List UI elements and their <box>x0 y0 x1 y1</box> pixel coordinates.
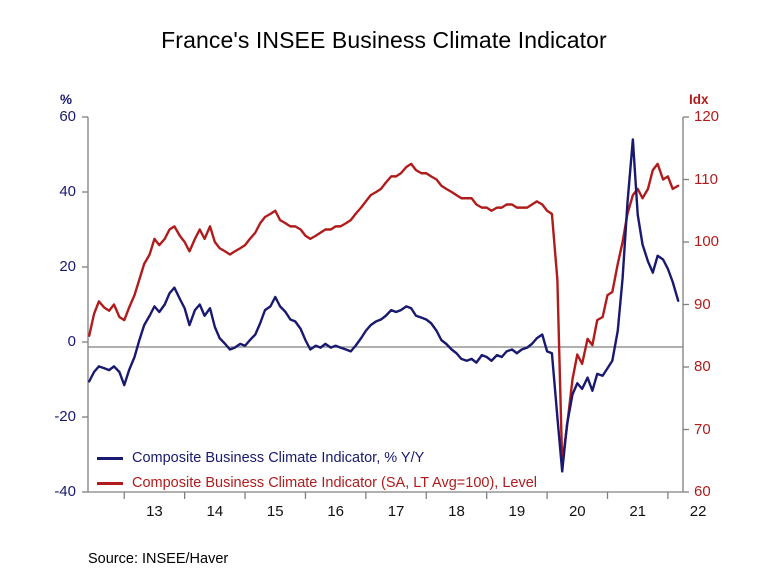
x-tick-label: 16 <box>327 503 344 520</box>
x-tick-label: 20 <box>568 503 586 520</box>
right-tick-label: 100 <box>694 233 720 250</box>
right-tick-label: 80 <box>694 358 711 375</box>
left-tick-label: 20 <box>59 258 76 275</box>
legend-item-level: Composite Business Climate Indicator (SA… <box>97 475 537 491</box>
legend-swatch-yoy <box>97 456 123 460</box>
x-tick-label: 17 <box>387 503 405 520</box>
source-note: Source: INSEE/Haver <box>88 551 229 567</box>
left-tick-label: -40 <box>54 483 76 500</box>
legend-item-yoy: Composite Business Climate Indicator, % … <box>97 450 424 466</box>
x-tick-label: 13 <box>146 503 163 520</box>
axes-group <box>87 117 684 493</box>
left-tick-label: 0 <box>67 333 76 350</box>
right-tick-label: 60 <box>694 483 711 500</box>
legend-label-level: Composite Business Climate Indicator (SA… <box>132 475 537 491</box>
left-tick-label: 60 <box>59 108 76 125</box>
left-axis-ticks <box>82 116 88 493</box>
series-line-yoy <box>88 138 680 473</box>
right-axis-unit: Idx <box>689 92 709 107</box>
x-axis-ticks <box>123 492 669 499</box>
left-axis-unit: % <box>60 92 73 107</box>
series-line-level <box>88 162 680 466</box>
right-tick-label: 120 <box>694 108 720 125</box>
chart-title: France's INSEE Business Climate Indicato… <box>161 27 607 53</box>
legend-swatch-level <box>97 481 123 485</box>
x-tick-label: 18 <box>448 503 465 520</box>
right-tick-label: 110 <box>694 170 718 188</box>
x-tick-label: 21 <box>629 503 647 520</box>
left-tick-label: 40 <box>59 183 76 200</box>
left-tick-label: -20 <box>54 408 76 425</box>
x-tick-label: 14 <box>206 503 224 520</box>
right-tick-label: 90 <box>694 295 711 313</box>
right-tick-label: 70 <box>694 420 711 438</box>
x-tick-label: 22 <box>689 503 707 520</box>
legend-label-yoy: Composite Business Climate Indicator, % … <box>132 450 425 466</box>
x-tick-label: 15 <box>266 503 284 520</box>
right-axis-ticks <box>683 116 689 493</box>
x-tick-label: 19 <box>508 503 526 520</box>
